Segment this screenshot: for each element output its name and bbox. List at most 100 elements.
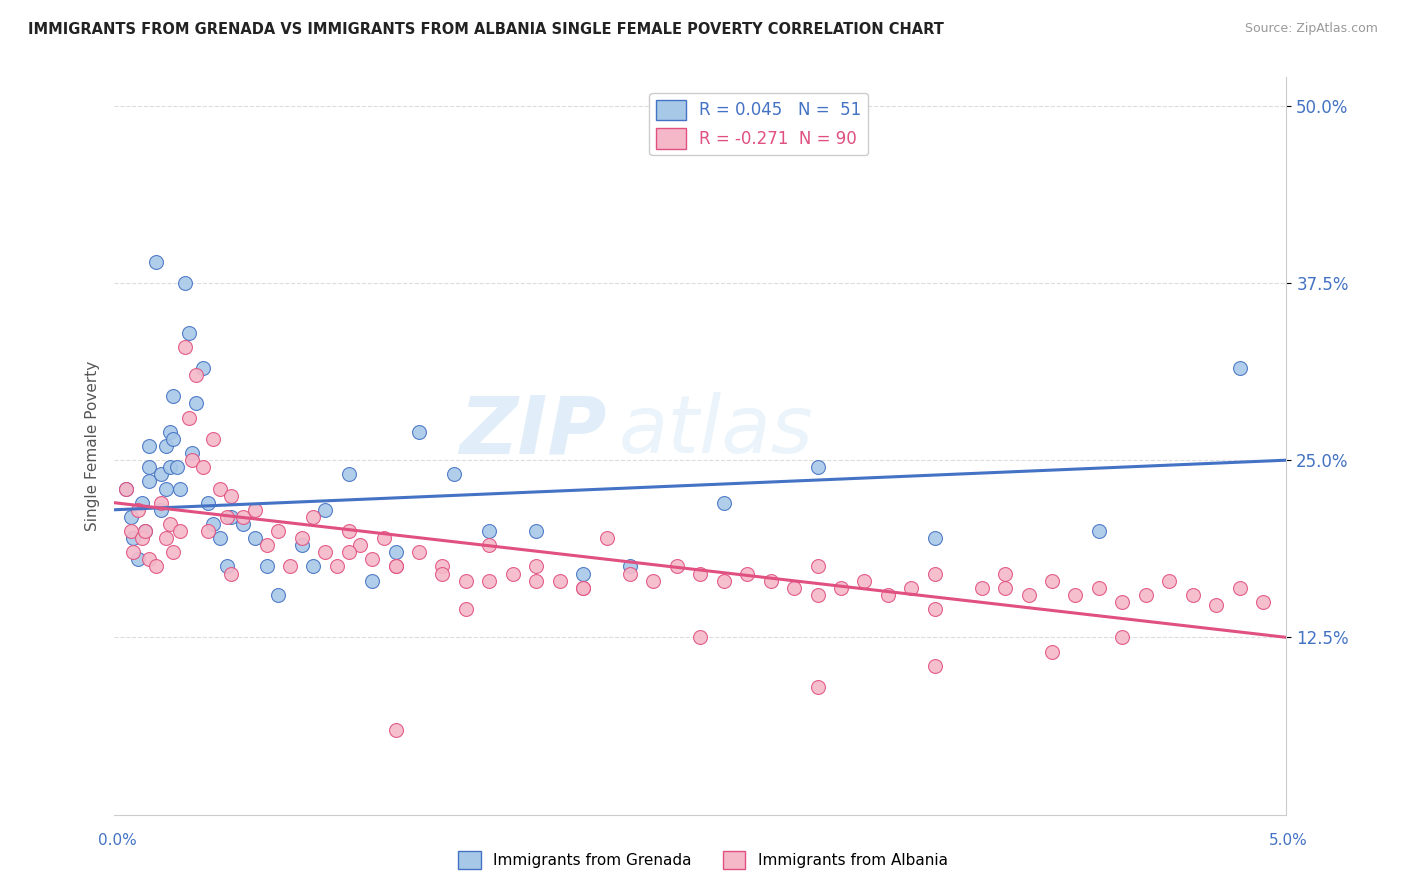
Point — [994, 581, 1017, 595]
Text: 5.0%: 5.0% — [1268, 833, 1308, 847]
Point — [572, 581, 595, 595]
Point — [524, 524, 547, 538]
Point — [243, 503, 266, 517]
Point — [208, 531, 231, 545]
Point — [1040, 644, 1063, 658]
Point — [197, 524, 219, 538]
Point — [127, 552, 149, 566]
Point — [115, 482, 138, 496]
Point — [361, 574, 384, 588]
Point — [924, 602, 946, 616]
Point — [478, 524, 501, 538]
Point — [232, 516, 254, 531]
Point — [131, 496, 153, 510]
Point — [267, 588, 290, 602]
Point — [221, 509, 243, 524]
Point — [166, 460, 188, 475]
Point — [408, 545, 430, 559]
Point — [924, 658, 946, 673]
Point — [186, 368, 208, 383]
Point — [1088, 581, 1111, 595]
Point — [572, 566, 595, 581]
Point — [193, 361, 215, 376]
Point — [232, 509, 254, 524]
Point — [806, 559, 828, 574]
Point — [619, 566, 641, 581]
Point — [970, 581, 993, 595]
Point — [193, 460, 215, 475]
Point — [1181, 588, 1204, 602]
Point — [478, 574, 501, 588]
Point — [643, 574, 665, 588]
Point — [432, 559, 454, 574]
Point — [1111, 631, 1133, 645]
Point — [337, 524, 360, 538]
Point — [1088, 524, 1111, 538]
Point — [179, 326, 201, 340]
Point — [131, 531, 153, 545]
Point — [180, 446, 202, 460]
Point — [1018, 588, 1040, 602]
Point — [924, 531, 946, 545]
Point — [186, 396, 208, 410]
Point — [291, 538, 314, 552]
Point — [122, 531, 145, 545]
Point — [162, 389, 184, 403]
Point — [180, 453, 202, 467]
Point — [179, 410, 201, 425]
Point — [349, 538, 371, 552]
Point — [853, 574, 876, 588]
Point — [548, 574, 571, 588]
Point — [314, 545, 336, 559]
Point — [155, 482, 177, 496]
Point — [256, 538, 278, 552]
Point — [1111, 595, 1133, 609]
Point — [120, 524, 142, 538]
Point — [524, 574, 547, 588]
Point — [278, 559, 301, 574]
Point — [572, 581, 595, 595]
Text: 0.0%: 0.0% — [98, 833, 138, 847]
Point — [138, 460, 160, 475]
Point — [783, 581, 806, 595]
Point — [994, 566, 1017, 581]
Point — [162, 545, 184, 559]
Point — [384, 559, 406, 574]
Text: atlas: atlas — [619, 392, 813, 470]
Point — [361, 552, 384, 566]
Point — [267, 524, 290, 538]
Point — [291, 531, 314, 545]
Point — [713, 574, 735, 588]
Point — [759, 574, 782, 588]
Point — [122, 545, 145, 559]
Point — [169, 524, 191, 538]
Point — [155, 531, 177, 545]
Point — [713, 496, 735, 510]
Point — [1159, 574, 1181, 588]
Point — [337, 467, 360, 482]
Point — [806, 680, 828, 694]
Y-axis label: Single Female Poverty: Single Female Poverty — [86, 361, 100, 531]
Point — [159, 516, 181, 531]
Point — [173, 340, 195, 354]
Point — [150, 467, 173, 482]
Point — [155, 439, 177, 453]
Point — [138, 475, 160, 489]
Point — [314, 503, 336, 517]
Point — [619, 559, 641, 574]
Point — [201, 432, 224, 446]
Point — [145, 559, 167, 574]
Point — [689, 566, 711, 581]
Point — [150, 503, 173, 517]
Point — [337, 545, 360, 559]
Point — [173, 276, 195, 290]
Point — [169, 482, 191, 496]
Point — [524, 559, 547, 574]
Point — [159, 425, 181, 439]
Point — [215, 509, 238, 524]
Point — [900, 581, 922, 595]
Point — [432, 566, 454, 581]
Point — [221, 566, 243, 581]
Point — [830, 581, 852, 595]
Point — [924, 566, 946, 581]
